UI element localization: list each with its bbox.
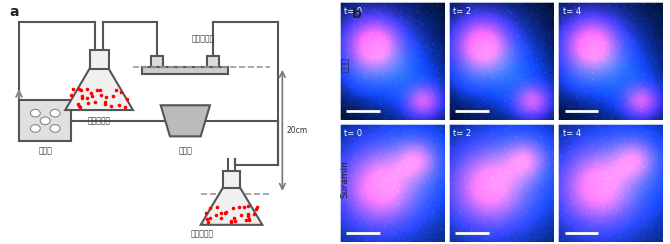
Point bbox=[215, 211, 226, 215]
Point bbox=[100, 95, 111, 99]
Point bbox=[216, 216, 226, 220]
Point bbox=[82, 101, 93, 105]
Point bbox=[66, 92, 76, 96]
Point bbox=[220, 210, 231, 214]
Point bbox=[86, 94, 97, 98]
Point bbox=[211, 213, 222, 216]
Text: t= 4: t= 4 bbox=[563, 129, 581, 138]
Point bbox=[241, 218, 251, 222]
Text: b: b bbox=[352, 7, 362, 21]
Text: リザーバー: リザーバー bbox=[88, 116, 111, 125]
Point bbox=[86, 91, 96, 95]
Point bbox=[90, 100, 100, 104]
Point bbox=[212, 205, 222, 209]
Point bbox=[75, 88, 86, 92]
Text: t= 4: t= 4 bbox=[563, 7, 581, 16]
Point bbox=[226, 219, 237, 223]
Polygon shape bbox=[201, 188, 263, 225]
Point bbox=[200, 211, 211, 215]
Point bbox=[82, 96, 92, 100]
Text: 対照群: 対照群 bbox=[340, 57, 350, 72]
Point bbox=[235, 214, 246, 217]
Point bbox=[95, 93, 106, 97]
Point bbox=[100, 100, 111, 104]
Point bbox=[243, 218, 254, 222]
Point bbox=[226, 220, 237, 224]
Point bbox=[82, 87, 92, 91]
Point bbox=[72, 102, 83, 106]
Text: 20cm: 20cm bbox=[287, 126, 308, 135]
Circle shape bbox=[50, 125, 60, 132]
Polygon shape bbox=[65, 69, 133, 110]
Circle shape bbox=[30, 125, 40, 132]
Point bbox=[74, 104, 84, 108]
Point bbox=[202, 220, 213, 224]
Bar bbox=[142, 67, 228, 74]
Point bbox=[113, 103, 124, 107]
Circle shape bbox=[30, 109, 40, 117]
Point bbox=[243, 204, 253, 208]
Point bbox=[115, 90, 126, 94]
Point bbox=[68, 87, 78, 91]
Point bbox=[120, 105, 131, 109]
Text: t= 2: t= 2 bbox=[454, 129, 472, 138]
Polygon shape bbox=[161, 105, 210, 136]
Point bbox=[239, 205, 250, 209]
Text: Suramin: Suramin bbox=[340, 160, 350, 198]
Point bbox=[75, 105, 86, 109]
Bar bbox=[19, 101, 72, 141]
Point bbox=[234, 205, 245, 209]
Point bbox=[243, 217, 254, 221]
Point bbox=[205, 216, 216, 220]
Point bbox=[202, 217, 212, 221]
Point bbox=[205, 206, 216, 210]
Point bbox=[121, 97, 132, 101]
Point bbox=[251, 207, 262, 211]
Text: 顕微鏡: 顕微鏡 bbox=[178, 146, 192, 155]
Text: a: a bbox=[10, 5, 19, 19]
Text: チャンバー: チャンバー bbox=[192, 35, 214, 44]
Polygon shape bbox=[223, 171, 240, 188]
Point bbox=[106, 104, 117, 108]
Point bbox=[227, 206, 238, 210]
Text: ポンプ: ポンプ bbox=[38, 146, 52, 155]
Point bbox=[94, 88, 105, 92]
Point bbox=[111, 89, 121, 92]
Circle shape bbox=[40, 117, 50, 125]
Point bbox=[230, 219, 241, 223]
Bar bbox=[207, 56, 218, 67]
Text: レシーバー: レシーバー bbox=[191, 230, 214, 239]
Point bbox=[100, 102, 111, 106]
Point bbox=[220, 211, 230, 215]
Point bbox=[107, 94, 118, 98]
Text: t= 0: t= 0 bbox=[344, 129, 362, 138]
Point bbox=[91, 88, 102, 92]
Point bbox=[76, 94, 87, 98]
Polygon shape bbox=[90, 50, 109, 69]
Point bbox=[243, 213, 253, 216]
Point bbox=[74, 88, 84, 92]
Circle shape bbox=[50, 109, 60, 117]
Bar bbox=[151, 56, 163, 67]
Point bbox=[252, 205, 263, 209]
Text: t= 0: t= 0 bbox=[344, 7, 362, 16]
Point bbox=[249, 212, 259, 215]
Point bbox=[243, 214, 253, 218]
Text: t= 2: t= 2 bbox=[454, 7, 472, 16]
Point bbox=[229, 216, 240, 220]
Point bbox=[77, 96, 88, 100]
